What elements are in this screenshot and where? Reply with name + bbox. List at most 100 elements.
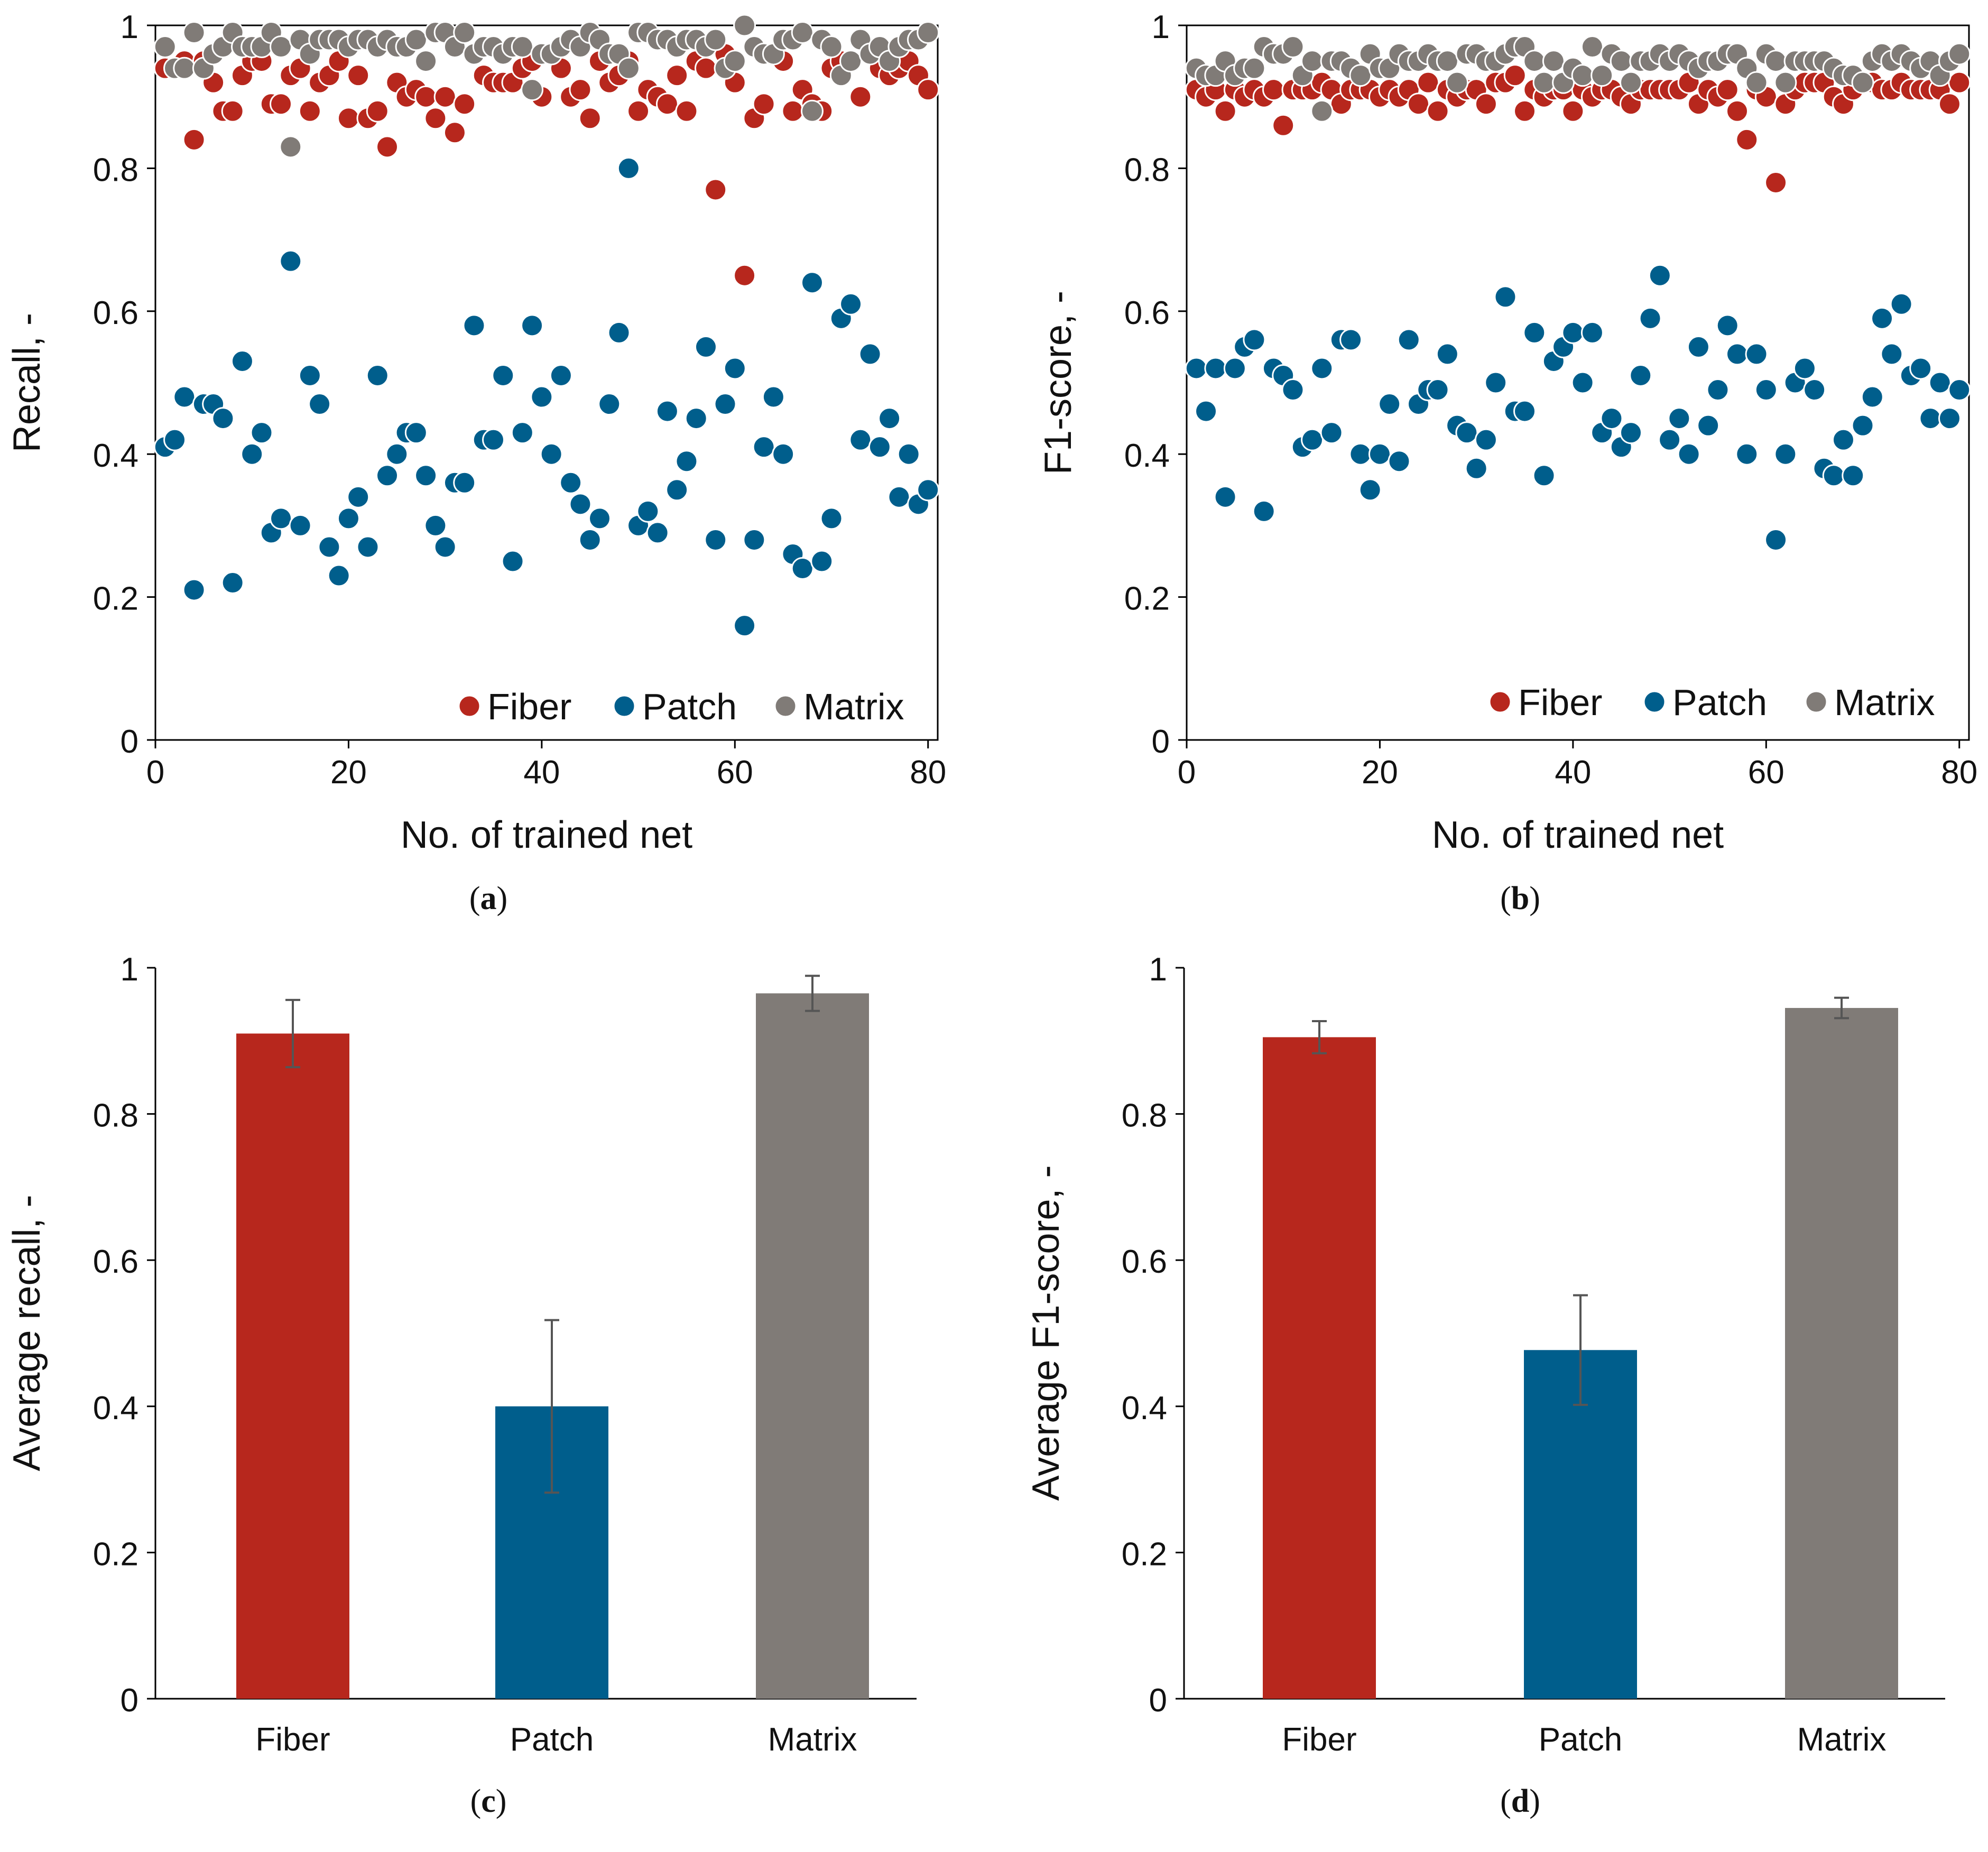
point-patch (1774, 442, 1797, 466)
point-patch (521, 314, 544, 337)
point-fiber (849, 85, 872, 108)
point-patch (1436, 342, 1459, 366)
point-patch (1465, 457, 1488, 480)
point-fiber (376, 135, 399, 159)
point-fiber (1503, 64, 1527, 87)
y-tick-label: 0.6 (93, 295, 138, 331)
point-patch (1793, 357, 1816, 380)
point-fiber (1262, 78, 1285, 101)
point-patch (723, 357, 746, 380)
y-tick-label: 1 (121, 951, 138, 988)
point-matrix (279, 135, 302, 159)
legend-label-fiber: Fiber (487, 686, 571, 727)
point-fiber (569, 78, 592, 101)
y-tick-label: 0 (1149, 1682, 1167, 1719)
point-fiber (752, 92, 775, 116)
point-patch (1725, 342, 1749, 366)
point-patch (298, 364, 321, 387)
x-tick-label: 20 (1362, 754, 1398, 791)
point-matrix (1948, 42, 1971, 66)
point-patch (704, 528, 727, 551)
y-tick-label: 0.4 (1122, 1390, 1167, 1427)
point-patch (868, 436, 891, 459)
point-fiber (1948, 71, 1971, 94)
point-patch (414, 464, 438, 487)
point-patch (1745, 342, 1768, 366)
point-matrix (723, 50, 746, 73)
point-matrix (704, 28, 727, 51)
point-patch (1803, 378, 1826, 402)
point-fiber (366, 99, 389, 123)
y-tick-label: 0 (1152, 724, 1170, 760)
point-fiber (443, 121, 466, 144)
point-patch (617, 156, 640, 180)
point-fiber (1426, 99, 1449, 123)
point-patch (1890, 292, 1913, 316)
point-patch (694, 335, 717, 358)
point-fiber (433, 85, 457, 108)
point-fiber (578, 107, 602, 130)
point-patch (366, 364, 389, 387)
point-patch (752, 436, 775, 459)
y-tick-label: 0.6 (1122, 1244, 1167, 1280)
point-patch (1716, 314, 1739, 337)
point-matrix (173, 57, 196, 80)
point-patch (1320, 421, 1343, 445)
bar-matrix (756, 993, 869, 1699)
point-fiber (781, 99, 805, 123)
point-patch (482, 428, 505, 451)
point-patch (1223, 357, 1246, 380)
y-tick-label: 1 (1149, 951, 1167, 988)
point-patch (1648, 264, 1671, 287)
y-tick-label: 0.2 (1124, 581, 1170, 617)
point-patch (318, 535, 341, 559)
point-patch (675, 450, 698, 473)
point-patch (858, 342, 882, 366)
point-patch (1358, 478, 1382, 502)
point-fiber (675, 99, 698, 123)
point-patch (1388, 450, 1411, 473)
point-patch (1281, 378, 1305, 402)
point-patch (327, 564, 350, 587)
panel-caption: (a) (469, 881, 507, 916)
point-patch (279, 249, 302, 273)
point-fiber (704, 178, 727, 201)
point-patch (1561, 321, 1585, 344)
point-fiber (347, 64, 370, 87)
point-patch (250, 421, 273, 445)
point-fiber (1764, 171, 1788, 194)
bar-fiber (1263, 1037, 1376, 1699)
bar-fiber (236, 1033, 349, 1699)
point-fiber (694, 57, 717, 80)
point-patch (917, 478, 940, 502)
point-matrix (521, 78, 544, 101)
point-matrix (270, 35, 293, 59)
point-patch (1214, 485, 1237, 508)
point-fiber (1735, 128, 1759, 151)
point-fiber (917, 78, 940, 101)
point-patch (1600, 407, 1623, 430)
point-matrix (1591, 64, 1614, 87)
point-patch (549, 364, 572, 387)
point-patch (1368, 442, 1391, 466)
y-axis-label: Recall, - (6, 313, 48, 452)
point-patch (646, 521, 669, 544)
point-fiber (182, 128, 206, 151)
x-tick-label: 80 (1941, 754, 1977, 791)
point-patch (839, 292, 863, 316)
point-patch (762, 385, 785, 409)
y-tick-label: 0.4 (93, 438, 138, 474)
point-patch (1754, 378, 1778, 402)
bar-patch (1524, 1350, 1637, 1699)
point-patch (453, 471, 476, 494)
y-tick-label: 0.6 (93, 1244, 138, 1280)
point-patch (1639, 307, 1662, 330)
point-patch (1735, 442, 1759, 466)
point-matrix (1764, 50, 1788, 73)
point-patch (1580, 321, 1604, 344)
legend: Fiber Patch Matrix (458, 686, 904, 727)
legend-marker-matrix (1805, 690, 1828, 714)
point-matrix (820, 35, 843, 59)
point-matrix (1523, 50, 1546, 73)
point-matrix (1851, 71, 1874, 94)
